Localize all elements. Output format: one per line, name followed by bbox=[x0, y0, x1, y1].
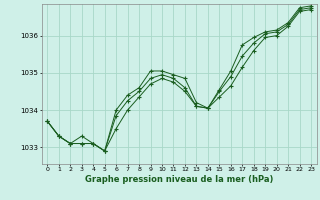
X-axis label: Graphe pression niveau de la mer (hPa): Graphe pression niveau de la mer (hPa) bbox=[85, 175, 273, 184]
